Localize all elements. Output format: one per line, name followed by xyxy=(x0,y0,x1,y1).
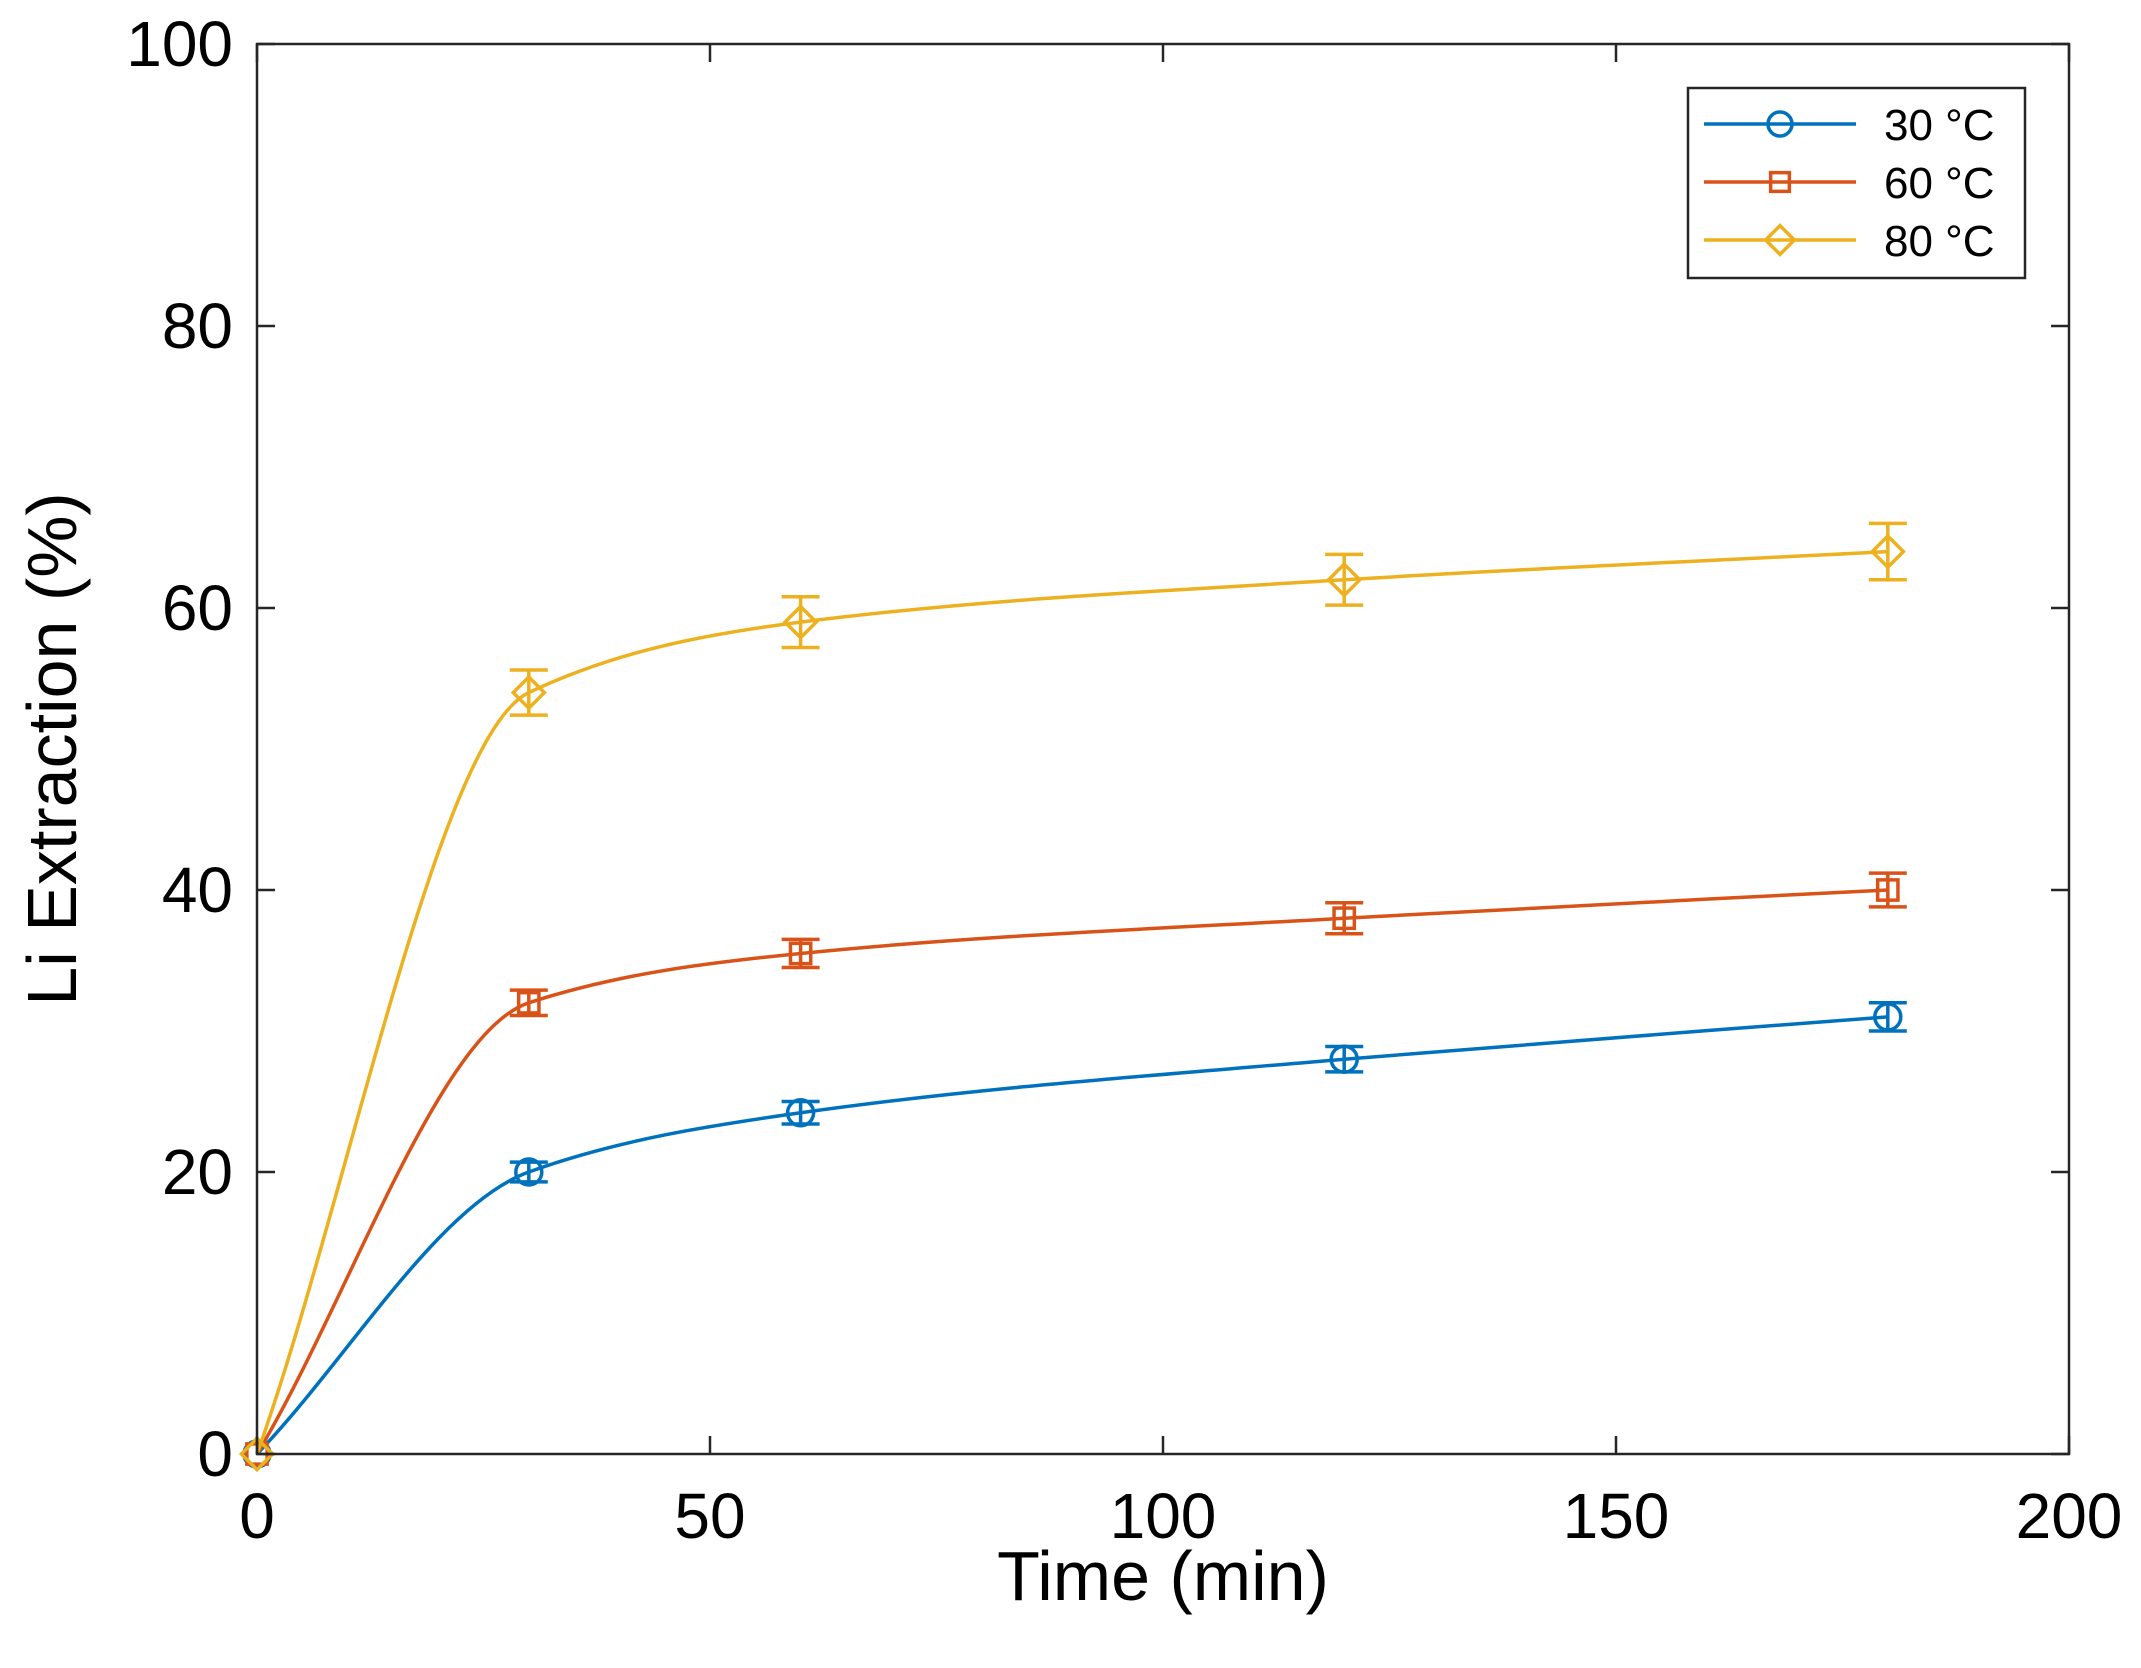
legend: 30 °C 60 °C 80 °C xyxy=(1686,86,2027,280)
data-point xyxy=(1326,561,1363,598)
x-tick-label: 150 xyxy=(1563,1480,1670,1552)
legend-label: 30 °C xyxy=(1884,101,1995,150)
y-tick-label: 100 xyxy=(126,8,233,80)
series-layer xyxy=(238,521,1907,1473)
data-point xyxy=(516,990,541,1015)
data-point xyxy=(1875,878,1900,902)
data-point xyxy=(514,1157,544,1187)
series-line xyxy=(255,1015,1888,1456)
ticks-layer: 0 50 100 150 200 0 20 40 60 80 100 xyxy=(126,8,2122,1552)
y-axis-label: Li Extraction (%) xyxy=(13,492,91,1005)
y-tick-label: 40 xyxy=(162,854,233,926)
x-tick-label: 200 xyxy=(2016,1480,2123,1552)
data-point xyxy=(1873,1002,1903,1032)
data-point xyxy=(238,1435,276,1473)
series-0 xyxy=(242,1001,1907,1469)
legend-marker xyxy=(1766,110,1794,138)
data-point xyxy=(1332,906,1357,931)
series-line xyxy=(255,549,1888,1455)
x-tick-label: 100 xyxy=(1110,1480,1217,1552)
legend-label: 80 °C xyxy=(1884,217,1995,266)
data-point xyxy=(785,1098,816,1128)
y-tick-label: 20 xyxy=(162,1136,233,1208)
data-point xyxy=(1869,533,1906,570)
legend-item: 80 °C xyxy=(1704,217,1995,266)
legend-marker xyxy=(1763,223,1797,257)
x-tick-label: 0 xyxy=(239,1480,275,1552)
legend-item: 60 °C xyxy=(1704,159,1995,208)
data-point xyxy=(1329,1044,1359,1074)
legend-item: 30 °C xyxy=(1704,101,1995,150)
x-axis-label: Time (min) xyxy=(997,1537,1329,1615)
data-point xyxy=(788,941,813,966)
series-1 xyxy=(245,871,1907,1466)
data-point xyxy=(782,604,819,641)
y-tick-label: 80 xyxy=(162,290,233,362)
y-tick-label: 0 xyxy=(197,1418,233,1490)
data-point xyxy=(510,674,547,711)
legend-marker xyxy=(1768,170,1792,194)
y-tick-label: 60 xyxy=(162,572,233,644)
legend-label: 60 °C xyxy=(1884,159,1995,208)
series-2 xyxy=(238,521,1907,1473)
x-tick-label: 50 xyxy=(674,1480,745,1552)
series-line xyxy=(255,888,1888,1455)
